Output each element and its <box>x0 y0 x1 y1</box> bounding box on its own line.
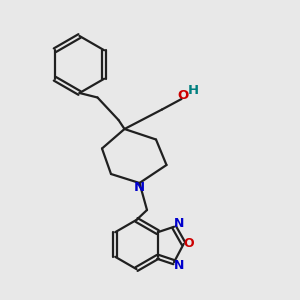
Text: H: H <box>188 84 199 97</box>
Text: N: N <box>174 259 184 272</box>
Text: O: O <box>184 237 194 250</box>
Text: O: O <box>177 89 188 102</box>
Text: N: N <box>134 181 145 194</box>
Text: N: N <box>174 217 184 230</box>
